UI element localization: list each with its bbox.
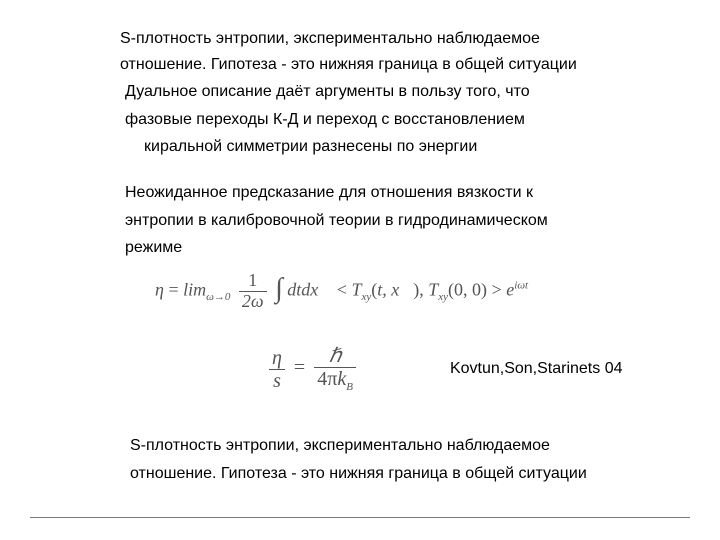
prediction-line1: Неожиданное предсказание для отношения в… [125, 182, 650, 204]
f1-frac: 1 2ω [239, 271, 267, 312]
f1-frac-num: 1 [239, 271, 267, 292]
f2-eta: η [269, 347, 285, 370]
f1-T1-sub: xy [361, 291, 371, 303]
ratio-row: η s = ℏ 4πkB Kovtun,Son,Starinets 04 [40, 345, 680, 393]
f1-eq: = [168, 279, 178, 299]
f1-lim-sub-text: ω→0 [206, 291, 230, 303]
f1-T1: T [351, 279, 361, 299]
top-note-line1: S-плотность энтропии, экспериментально н… [120, 28, 650, 50]
f1-args1-t: t, [377, 279, 387, 299]
viscosity-formula: η = limω→0 1 2ω ∫ dtdx⃗ < Txy(t, x⃗), Tx… [155, 271, 680, 312]
f2-k: k [337, 368, 346, 390]
f2-rhs: ℏ 4πkB [314, 345, 356, 393]
f1-integral: ∫ [275, 273, 283, 305]
f1-exp-sup: iωt [514, 279, 528, 291]
dual-line1: Дуальное описание даёт аргументы в польз… [125, 81, 650, 103]
f1-eta: η [155, 279, 164, 299]
f1-dtdx: dtd [287, 279, 310, 299]
f2-lhs: η s [269, 347, 285, 392]
prediction-line3: режиме [125, 237, 650, 259]
f1-args1-x: x⃗ [391, 279, 413, 299]
f1-lim-sub: ω→0 [206, 291, 230, 303]
f1-gt: > [492, 279, 502, 299]
footer-rule [30, 517, 690, 518]
dual-line2: фазовые переходы К-Д и переход с восстан… [125, 109, 650, 131]
f2-4pi: 4π [317, 368, 337, 390]
f2-s: s [269, 370, 285, 392]
f2-hbar: ℏ [314, 345, 356, 368]
f2-den: 4πkB [314, 368, 356, 393]
f1-exp-e: e [506, 279, 514, 299]
f1-args2: (0, 0) [448, 279, 487, 299]
citation: Kovtun,Son,Starinets 04 [450, 360, 623, 378]
f2-eq: = [294, 357, 305, 379]
f1-lim: lim [183, 279, 206, 299]
top-note-line2: отношение. Гипотеза - это нижняя граница… [120, 54, 650, 76]
bottom-note-line2: отношение. Гипотеза - это нижняя граница… [130, 463, 650, 485]
slide: S-плотность энтропии, экспериментально н… [0, 0, 720, 540]
f2-B: B [346, 381, 353, 393]
ratio-formula: η s = ℏ 4πkB [265, 345, 360, 393]
f1-xvec: x⃗ [310, 279, 332, 299]
f1-args1-close: ), [413, 279, 424, 299]
f1-T2-sub: xy [438, 291, 448, 303]
prediction-line2: энтропии в калибровочной теории в гидрод… [125, 210, 650, 232]
f1-frac-den: 2ω [239, 292, 267, 312]
f1-lt: < [337, 279, 347, 299]
dual-line3: киральной симметрии разнесены по энергии [144, 136, 650, 158]
f1-T2: T [428, 279, 438, 299]
bottom-note-line1: S-плотность энтропии, экспериментально н… [130, 435, 650, 457]
